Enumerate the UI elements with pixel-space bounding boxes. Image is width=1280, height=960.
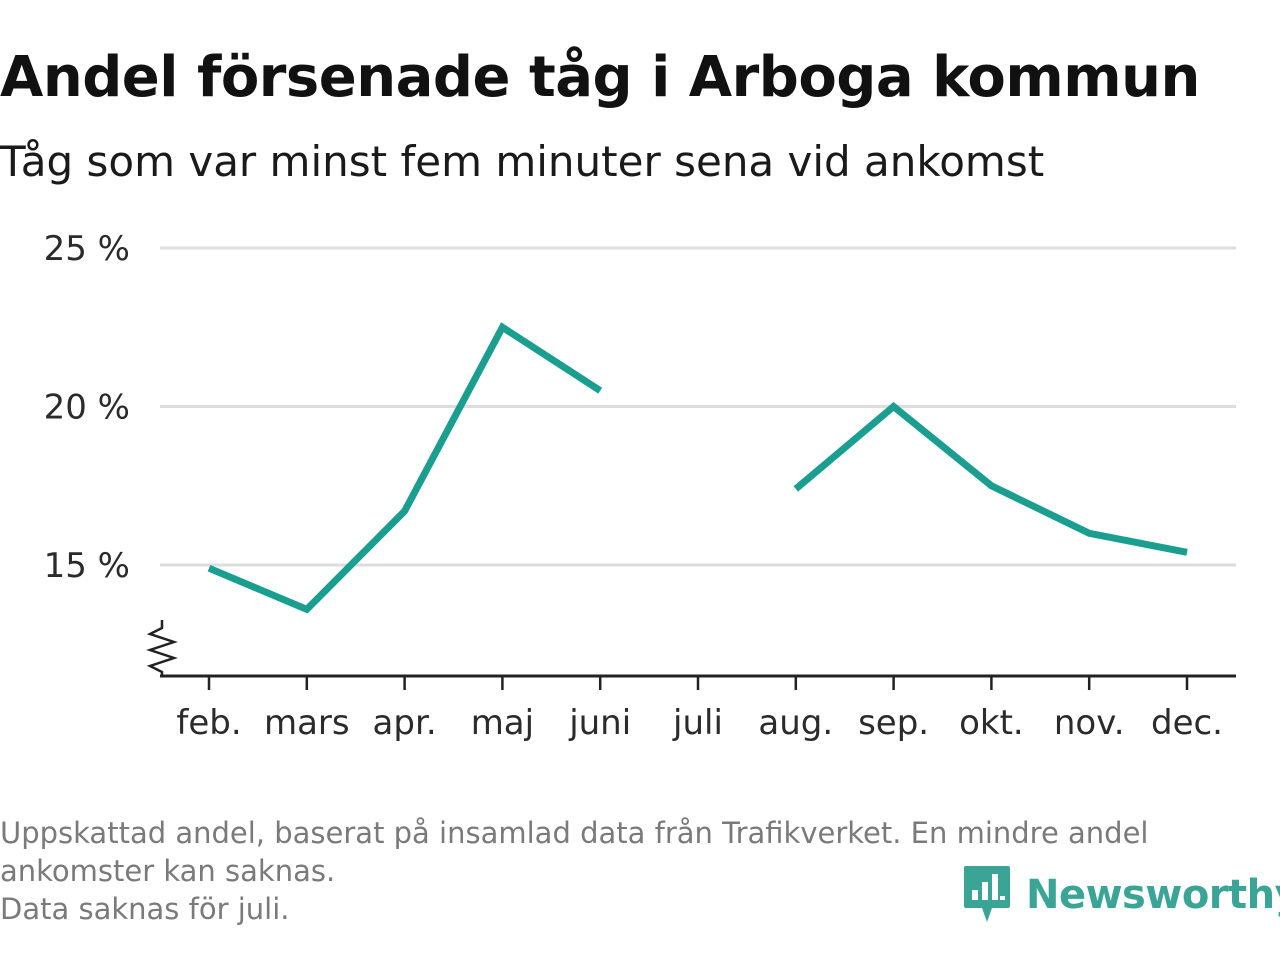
x-tick-label: apr. [373,703,437,743]
newsworthy-logo[interactable]: Newsworthy [962,864,1280,926]
x-axis [146,620,1236,690]
series-lines [207,322,1188,614]
x-tick-label: maj [471,703,534,743]
footer-note-line-2: ankomster kan saknas. [0,854,336,888]
chart-title: Andel försenade tåg i Arboga kommun [0,45,1200,110]
newsworthy-logo-icon [964,866,1010,922]
x-tick-label: mars [264,703,350,743]
x-axis-labels: feb. mars apr. maj juni juli aug. sep. okt. nov. d… [176,703,1223,743]
x-tick-label: feb. [176,703,241,743]
series-line-segment [207,322,603,614]
x-tick-label: aug. [758,703,833,743]
axis-break-icon [146,620,178,676]
series-line-segment [793,401,1188,556]
y-tick-label: 25 % [44,229,130,269]
line-chart: 15 % 20 % 25 % feb. mars apr. maj juni juli aug.… [44,229,1236,743]
x-tick-label: okt. [959,703,1024,743]
gridlines [160,246,1236,567]
x-tick-label: dec. [1151,703,1223,743]
logo-text: Newsworthy [1026,872,1280,918]
y-axis-labels: 15 % 20 % 25 % [44,229,130,586]
x-tick-label: juli [672,703,723,743]
x-tick-label: sep. [858,703,929,743]
chart-subtitle: Tåg som var minst fem minuter sena vid a… [0,137,1045,186]
x-tick-label: nov. [1054,703,1125,743]
y-tick-label: 20 % [44,388,130,428]
footer-note-line-1: Uppskattad andel, baserat på insamlad da… [0,816,1149,850]
footer-note-line-3: Data saknas för juli. [0,892,290,926]
x-tick-label: juni [568,703,631,743]
y-tick-label: 15 % [44,546,130,586]
chart-footer: Uppskattad andel, baserat på insamlad da… [0,814,1280,928]
